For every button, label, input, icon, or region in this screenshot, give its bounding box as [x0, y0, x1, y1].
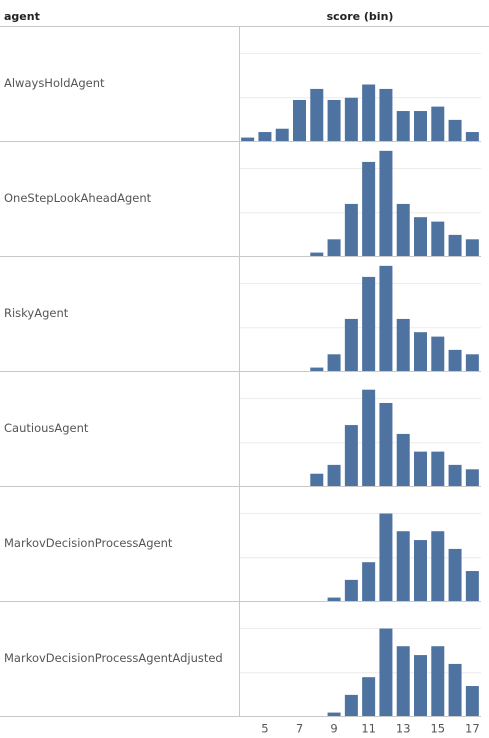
bar [465, 354, 479, 372]
bar [310, 473, 324, 487]
x-tick-label: 13 [396, 722, 411, 736]
bar [414, 655, 427, 717]
bar [396, 318, 410, 372]
bar [344, 425, 358, 487]
bar [379, 150, 393, 257]
bar [310, 88, 324, 142]
row-label: AlwaysHoldAgent [4, 76, 105, 90]
bar [362, 161, 376, 257]
bar [344, 203, 358, 257]
x-tick-label: 5 [261, 722, 268, 736]
bar [414, 111, 427, 142]
bar [362, 562, 376, 602]
bar [431, 336, 445, 372]
row-header: agent [4, 10, 40, 23]
bar [431, 451, 445, 487]
bar [362, 84, 376, 142]
bar [362, 389, 376, 487]
bar [362, 276, 376, 372]
bar [448, 548, 462, 602]
bar [465, 571, 479, 602]
bar [414, 540, 427, 602]
bar [465, 132, 479, 142]
bar [414, 217, 427, 257]
x-axis-title: score (bin) [327, 10, 394, 23]
bar [431, 531, 445, 602]
bar [327, 99, 341, 142]
bar [396, 433, 410, 487]
x-tick-label: 11 [361, 722, 376, 736]
bar [327, 464, 341, 487]
bar [275, 128, 289, 142]
bar [344, 694, 358, 717]
row-label: OneStepLookAheadAgent [4, 191, 152, 205]
row-label: CautiousAgent [4, 421, 89, 435]
x-tick-label: 17 [465, 722, 480, 736]
bar [344, 97, 358, 142]
bar [258, 132, 272, 142]
bar [448, 663, 462, 717]
bar [241, 137, 255, 142]
x-tick-label: 7 [296, 722, 303, 736]
bar [379, 402, 393, 487]
bar [379, 513, 393, 602]
bar [465, 469, 479, 487]
bar [448, 234, 462, 257]
x-tick-label: 15 [430, 722, 445, 736]
bar [396, 203, 410, 257]
bar [310, 367, 324, 372]
bar [379, 88, 393, 142]
bar [327, 597, 341, 602]
bar [431, 106, 445, 142]
bar [431, 646, 445, 717]
bar [344, 318, 358, 372]
bar [327, 712, 341, 717]
bar [396, 111, 410, 142]
bar [396, 646, 410, 717]
bar [414, 451, 427, 487]
bar [327, 354, 341, 372]
bar [448, 119, 462, 142]
row-label: MarkovDecisionProcessAgentAdjusted [4, 651, 223, 665]
bar [465, 239, 479, 257]
bar [310, 252, 324, 257]
bar [448, 349, 462, 372]
bar [431, 221, 445, 257]
bar [379, 265, 393, 372]
bar [379, 628, 393, 717]
bar [448, 464, 462, 487]
row-label: RiskyAgent [4, 306, 69, 320]
bar [344, 579, 358, 602]
bar [327, 239, 341, 257]
x-tick-label: 9 [330, 722, 337, 736]
bar [293, 99, 306, 142]
bar [465, 686, 479, 717]
bar [396, 531, 410, 602]
row-label: MarkovDecisionProcessAgent [4, 536, 173, 550]
bar [362, 677, 376, 717]
bar [414, 332, 427, 372]
